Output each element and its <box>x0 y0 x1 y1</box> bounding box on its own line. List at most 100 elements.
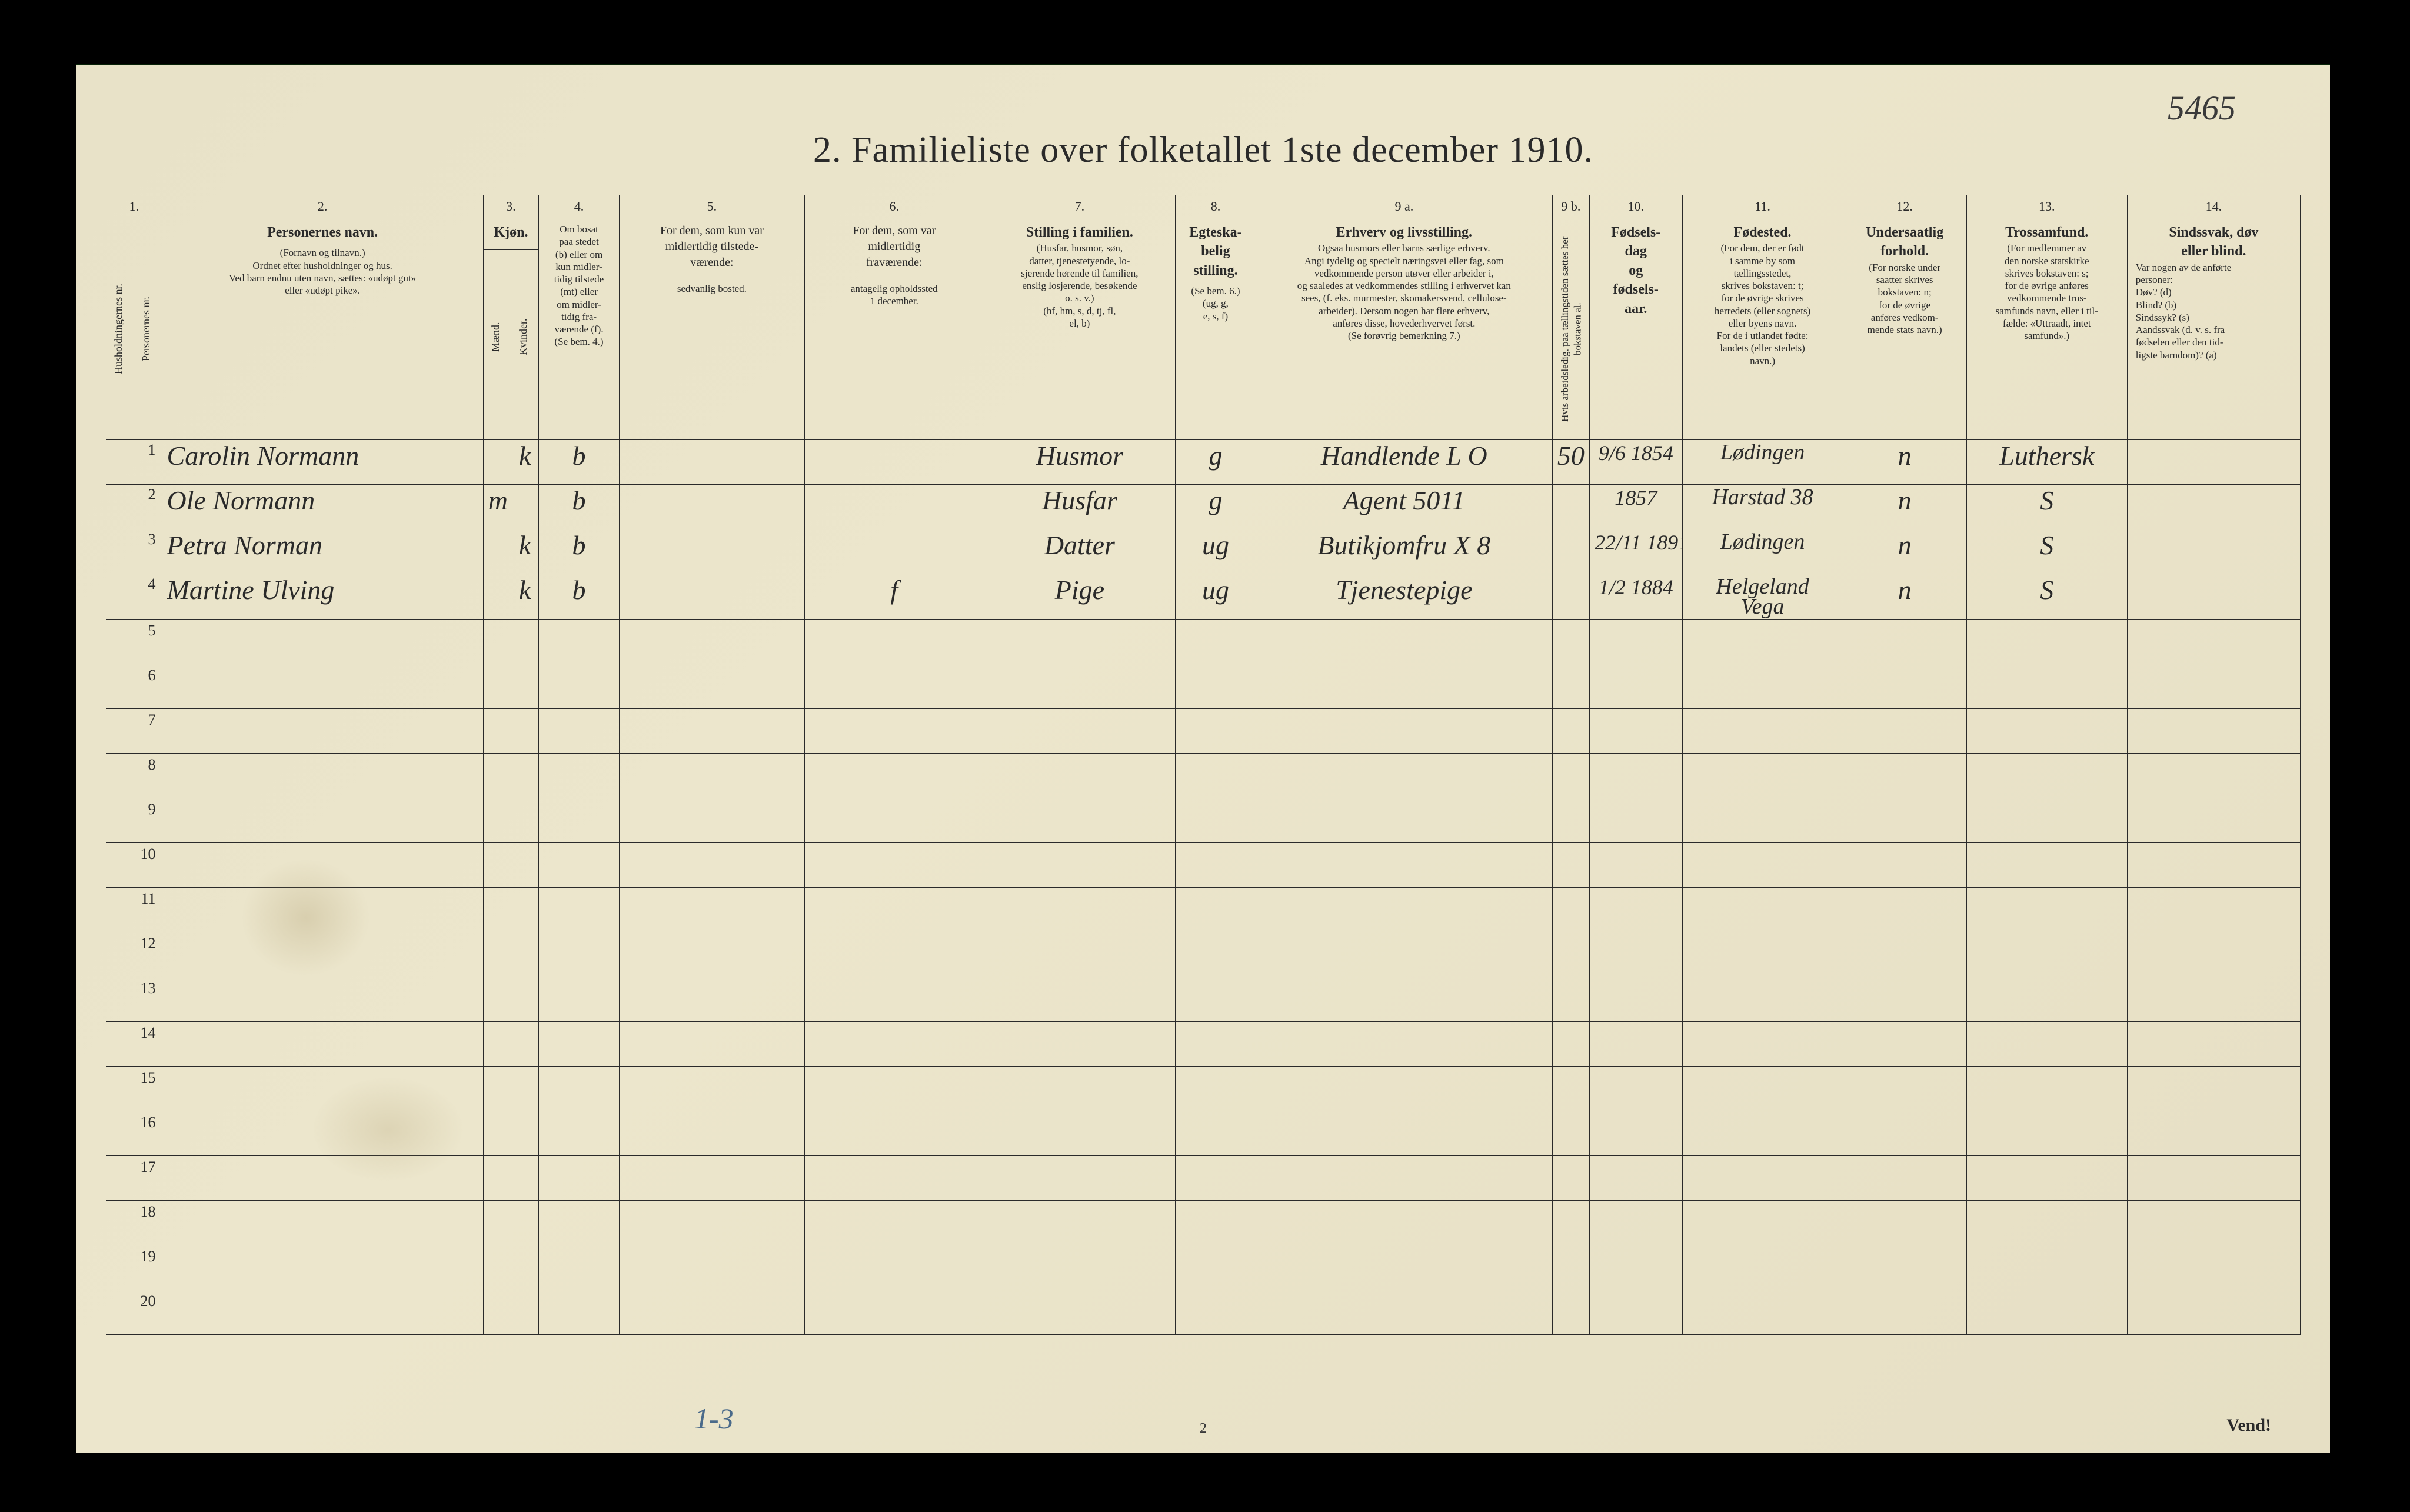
empty-cell <box>619 664 804 709</box>
empty-cell <box>1176 1156 1256 1201</box>
hdr-marital: Egteska- belig stilling. (Se bem. 6.) (u… <box>1176 218 1256 440</box>
empty-cell <box>1589 1067 1682 1111</box>
empty-cell <box>619 1022 804 1067</box>
empty-cell <box>1589 798 1682 843</box>
empty-cell <box>539 798 620 843</box>
empty-cell <box>1176 932 1256 977</box>
empty-cell <box>162 754 483 798</box>
empty-cell <box>984 1022 1176 1067</box>
empty-cell <box>984 843 1176 888</box>
empty-cell <box>1966 1245 2127 1290</box>
empty-cell <box>804 1067 984 1111</box>
person-nr: 8 <box>134 754 162 798</box>
empty-cell <box>1256 888 1552 932</box>
empty-cell <box>1256 620 1552 664</box>
empty-cell <box>1966 843 2127 888</box>
empty-cell <box>483 888 511 932</box>
colnum-6: 6. <box>804 195 984 218</box>
empty-cell <box>483 664 511 709</box>
empty-cell <box>1256 1022 1552 1067</box>
empty-cell <box>984 664 1176 709</box>
temp-present-cell <box>619 440 804 485</box>
person-nr: 11 <box>134 888 162 932</box>
temp-absent-cell <box>804 529 984 574</box>
family-pos-cell: Pige <box>984 574 1176 620</box>
person-nr: 13 <box>134 977 162 1022</box>
table-row: 3Petra NormankbDatterugButikjomfru X 822… <box>106 529 2301 574</box>
empty-cell <box>539 888 620 932</box>
empty-cell <box>1843 754 1966 798</box>
empty-cell <box>1682 1245 1843 1290</box>
table-row: 13 <box>106 977 2301 1022</box>
person-nr: 1 <box>134 440 162 485</box>
empty-cell <box>804 1156 984 1201</box>
birthplace-cell: Helgeland Vega <box>1682 574 1843 620</box>
empty-cell <box>2127 798 2300 843</box>
empty-cell <box>984 620 1176 664</box>
hdr-family-pos: Stilling i familien. (Husfar, husmor, sø… <box>984 218 1176 440</box>
empty-cell <box>1682 709 1843 754</box>
empty-cell <box>1552 1022 1589 1067</box>
person-nr: 9 <box>134 798 162 843</box>
household-nr <box>106 1022 134 1067</box>
disability-cell <box>2127 485 2300 529</box>
colnum-2: 2. <box>162 195 483 218</box>
empty-cell <box>1843 932 1966 977</box>
empty-cell <box>804 1022 984 1067</box>
empty-cell <box>984 1156 1176 1201</box>
empty-cell <box>483 1067 511 1111</box>
empty-cell <box>1176 977 1256 1022</box>
sex-k-cell: k <box>511 529 539 574</box>
empty-cell <box>1176 1290 1256 1335</box>
empty-cell <box>162 843 483 888</box>
empty-cell <box>1682 1111 1843 1156</box>
empty-cell <box>1176 620 1256 664</box>
empty-cell <box>804 754 984 798</box>
marital-cell: g <box>1176 485 1256 529</box>
hdr-name: Personernes navn. (Fornavn og tilnavn.) … <box>162 218 483 440</box>
empty-cell <box>2127 932 2300 977</box>
temp-absent-cell <box>804 440 984 485</box>
empty-cell <box>539 1201 620 1245</box>
empty-cell <box>1552 664 1589 709</box>
occupation-cell: Agent 5011 <box>1256 485 1552 529</box>
disability-cell <box>2127 574 2300 620</box>
data-rows: 1Carolin NormannkbHusmorgHandlende L O50… <box>106 440 2301 620</box>
empty-cell <box>619 843 804 888</box>
empty-cell <box>1256 664 1552 709</box>
empty-cell <box>1966 1290 2127 1335</box>
empty-cell <box>539 977 620 1022</box>
hdr-sex-k-text: Kvinder. <box>515 255 532 419</box>
empty-cell <box>1176 1201 1256 1245</box>
hdr-family-pos-sub: (Husfar, husmor, søn, datter, tjenestety… <box>988 242 1172 329</box>
colnum-14: 14. <box>2127 195 2300 218</box>
disability-cell <box>2127 529 2300 574</box>
empty-cell <box>2127 1201 2300 1245</box>
empty-cell <box>2127 620 2300 664</box>
hdr-birthplace: Fødested. (For dem, der er født i samme … <box>1682 218 1843 440</box>
empty-cell <box>804 1290 984 1335</box>
empty-cell <box>1552 843 1589 888</box>
name-cell: Carolin Normann <box>162 440 483 485</box>
household-nr <box>106 620 134 664</box>
person-nr: 12 <box>134 932 162 977</box>
person-nr: 17 <box>134 1156 162 1201</box>
empty-cell <box>511 977 539 1022</box>
empty-cell <box>1552 977 1589 1022</box>
empty-cell <box>1843 1156 1966 1201</box>
empty-cell <box>1682 932 1843 977</box>
empty-cell <box>162 620 483 664</box>
sex-m-cell: m <box>483 485 511 529</box>
empty-cell <box>511 798 539 843</box>
empty-cell <box>1843 977 1966 1022</box>
hdr-household-nr-text: Husholdningernes nr. <box>110 223 128 435</box>
nationality-cell: n <box>1843 529 1966 574</box>
table-row: 14 <box>106 1022 2301 1067</box>
column-number-row: 1. 2. 3. 4. 5. 6. 7. 8. 9 a. 9 b. 10. 11… <box>106 195 2301 218</box>
empty-cell <box>984 709 1176 754</box>
household-nr <box>106 440 134 485</box>
empty-cell <box>483 843 511 888</box>
person-nr: 4 <box>134 574 162 620</box>
empty-cell <box>1552 754 1589 798</box>
empty-cell <box>804 932 984 977</box>
